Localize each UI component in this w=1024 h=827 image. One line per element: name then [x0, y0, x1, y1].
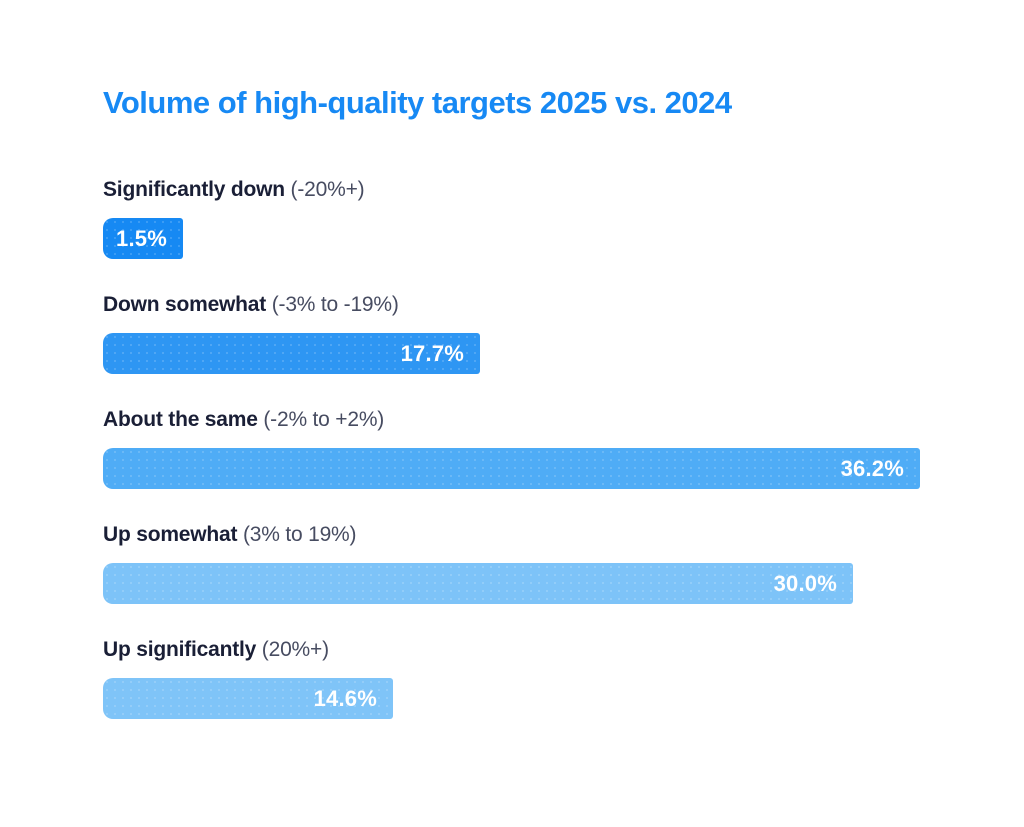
- bar-value-label: 14.6%: [313, 685, 377, 711]
- chart-content: Volume of high-quality targets 2025 vs. …: [103, 85, 1024, 719]
- category-name: Significantly down: [103, 178, 285, 201]
- category-range-qualifier: (20%+): [261, 638, 329, 661]
- bar-value-label: 1.5%: [116, 225, 167, 251]
- bar-label: Up somewhat (3% to 19%): [103, 522, 1024, 548]
- bar-label: Up significantly (20%+): [103, 637, 1024, 663]
- bar-label: Significantly down (-20%+): [103, 177, 1024, 203]
- bar-row: Up somewhat (3% to 19%) 30.0%: [103, 522, 1024, 604]
- bar: 1.5%: [103, 218, 183, 259]
- chart-title: Volume of high-quality targets 2025 vs. …: [103, 85, 732, 120]
- category-name: Up significantly: [103, 638, 257, 661]
- bar: 36.2%: [103, 448, 920, 489]
- bar-chart: Significantly down (-20%+) 1.5% Down som…: [103, 177, 1024, 719]
- bar-row: Down somewhat (-3% to -19%) 17.7%: [103, 292, 1024, 374]
- category-range-qualifier: (-20%+): [290, 178, 365, 201]
- category-range-qualifier: (3% to 19%): [242, 523, 357, 546]
- bar-value-label: 36.2%: [840, 455, 904, 481]
- category-name: About the same: [103, 408, 258, 431]
- bar-value-label: 30.0%: [773, 570, 837, 596]
- category-name: Down somewhat: [103, 293, 267, 316]
- bar: 30.0%: [103, 563, 853, 604]
- bar-row: About the same (-2% to +2%) 36.2%: [103, 407, 1024, 489]
- bar-row: Significantly down (-20%+) 1.5%: [103, 177, 1024, 259]
- bar: 14.6%: [103, 678, 393, 719]
- bar-value-label: 17.7%: [400, 340, 464, 366]
- bar-label: Down somewhat (-3% to -19%): [103, 292, 1024, 318]
- bar-label: About the same (-2% to +2%): [103, 407, 1024, 433]
- category-range-qualifier: (-3% to -19%): [271, 293, 399, 316]
- bar-row: Up significantly (20%+) 14.6%: [103, 637, 1024, 719]
- bar: 17.7%: [103, 333, 480, 374]
- category-range-qualifier: (-2% to +2%): [263, 408, 385, 431]
- category-name: Up somewhat: [103, 523, 238, 546]
